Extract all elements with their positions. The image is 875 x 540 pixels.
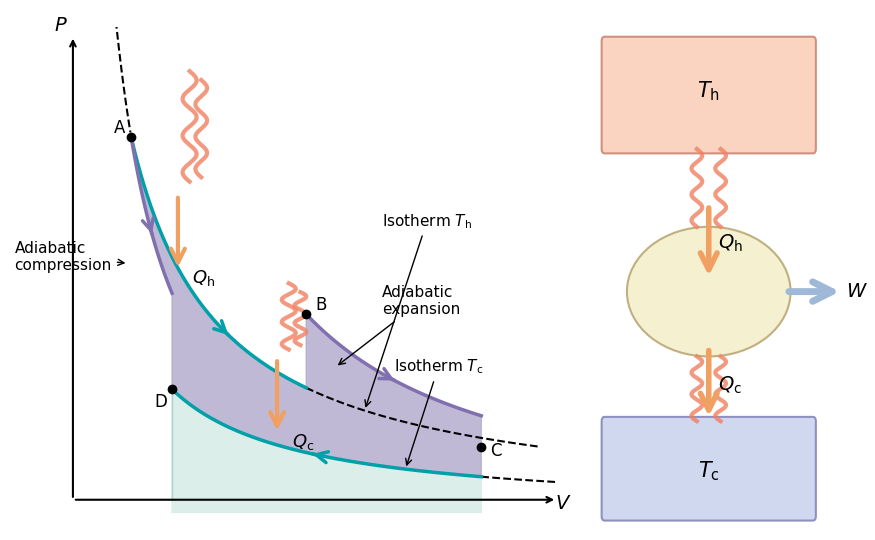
Text: $Q_\mathrm{h}$: $Q_\mathrm{h}$ [718, 232, 743, 254]
Text: $W$: $W$ [845, 282, 867, 301]
Text: $Q_\mathrm{c}$: $Q_\mathrm{c}$ [291, 431, 314, 452]
Text: C: C [490, 442, 501, 460]
Polygon shape [131, 138, 481, 513]
FancyBboxPatch shape [602, 37, 816, 153]
Text: $T_\mathrm{c}$: $T_\mathrm{c}$ [698, 459, 719, 483]
Polygon shape [131, 138, 481, 477]
Text: $T_\mathrm{h}$: $T_\mathrm{h}$ [697, 79, 720, 103]
Ellipse shape [626, 227, 791, 356]
Text: $V$: $V$ [555, 494, 571, 512]
Text: Adiabatic
compression: Adiabatic compression [15, 241, 124, 273]
Text: Isotherm $T_\mathrm{c}$: Isotherm $T_\mathrm{c}$ [394, 357, 483, 465]
Text: Adiabatic
expansion: Adiabatic expansion [339, 285, 460, 365]
Text: $P$: $P$ [54, 16, 68, 36]
Text: $Q_\mathrm{c}$: $Q_\mathrm{c}$ [718, 375, 742, 396]
Text: B: B [315, 296, 326, 314]
FancyBboxPatch shape [602, 417, 816, 521]
Text: A: A [114, 119, 125, 137]
Text: D: D [155, 393, 167, 411]
Text: Isotherm $T_\mathrm{h}$: Isotherm $T_\mathrm{h}$ [365, 212, 472, 407]
Text: $Q_\mathrm{h}$: $Q_\mathrm{h}$ [192, 268, 215, 288]
